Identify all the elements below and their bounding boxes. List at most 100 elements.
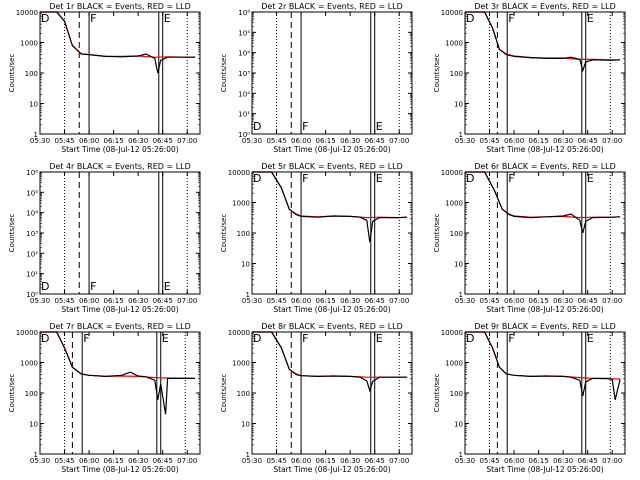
- series-line-events: [40, 11, 196, 74]
- y-tick-label: 10⁰: [238, 131, 250, 139]
- x-tick-label: 06:30: [553, 137, 573, 145]
- chart-title: Det 2r BLACK = Events, RED = LLD: [261, 2, 403, 11]
- y-axis-label: Counts/sec: [8, 374, 16, 413]
- x-tick-label: 06:15: [529, 137, 549, 145]
- plot-frame: [251, 171, 413, 295]
- x-tick-label: 06:45: [153, 457, 173, 465]
- x-axis-label: Start Time (08-Jul-12 05:26:00): [486, 145, 603, 154]
- marker-label-e: E: [376, 332, 383, 345]
- plot-frame: [39, 11, 201, 135]
- x-tick-label: 06:00: [79, 137, 99, 145]
- x-tick-label: 06:15: [104, 457, 124, 465]
- marker-label-e: E: [587, 12, 594, 25]
- marker-label-e: E: [587, 332, 594, 345]
- y-tick-label: 100: [450, 70, 463, 78]
- y-tick-label: 10: [29, 101, 38, 109]
- x-axis-label: Start Time (08-Jul-12 05:26:00): [61, 145, 178, 154]
- x-tick-label: 05:45: [266, 297, 286, 305]
- y-tick-label: 10¹: [26, 271, 38, 279]
- plot-frame: [39, 171, 201, 295]
- y-tick-label: 10²: [26, 250, 38, 258]
- y-tick-label: 10³: [238, 70, 250, 78]
- x-tick-label: 06:15: [316, 297, 336, 305]
- x-tick-label: 06:00: [79, 457, 99, 465]
- plot-frame: [464, 171, 626, 295]
- x-tick-label: 06:30: [553, 297, 573, 305]
- y-tick-label: 1000: [445, 200, 463, 208]
- y-tick-label: 1000: [445, 360, 463, 368]
- y-tick-label: 1000: [232, 360, 250, 368]
- plot-frame: [251, 11, 413, 135]
- y-tick-label: 10⁶: [238, 9, 250, 17]
- x-tick-label: 05:45: [54, 457, 74, 465]
- marker-label-e: E: [164, 280, 171, 293]
- y-tick-label: 10000: [441, 9, 463, 17]
- y-axis-label: Counts/sec: [433, 214, 441, 253]
- x-tick-label: 07:00: [602, 457, 622, 465]
- x-axis-label: Start Time (08-Jul-12 05:26:00): [486, 305, 603, 314]
- y-tick-label: 1000: [20, 40, 38, 48]
- x-tick-label: 06:45: [153, 297, 173, 305]
- y-tick-label: 10: [241, 261, 250, 269]
- chart-panel-7r: Det 7r BLACK = Events, RED = LLD 1 10 100 10…: [8, 322, 201, 474]
- y-tick-label: 10⁵: [238, 29, 250, 37]
- plot-frame: [464, 331, 626, 455]
- x-tick-label: 06:45: [153, 137, 173, 145]
- x-tick-label: 05:30: [455, 457, 475, 465]
- y-axis-label: Counts/sec: [220, 214, 228, 253]
- x-tick-label: 07:00: [177, 457, 197, 465]
- plot-frame: [464, 11, 626, 135]
- marker-label-f: F: [83, 332, 89, 345]
- y-tick-label: 10⁴: [26, 210, 38, 218]
- x-tick-label: 07:00: [177, 137, 197, 145]
- marker-label-d: D: [466, 12, 474, 25]
- x-tick-label: 06:00: [504, 457, 524, 465]
- x-axis-label: Start Time (08-Jul-12 05:26:00): [273, 465, 390, 474]
- y-tick-label: 100: [450, 390, 463, 398]
- chart-panel-5r: Det 5r BLACK = Events, RED = LLD 1 10 100 10…: [220, 162, 413, 314]
- y-tick-label: 1000: [20, 360, 38, 368]
- chart-panel-1r: Det 1r BLACK = Events, RED = LLD 1 10 100 10…: [8, 2, 201, 154]
- chart-title: Det 5r BLACK = Events, RED = LLD: [261, 162, 403, 171]
- series-line-events: [252, 171, 408, 243]
- chart-panel-3r: Det 3r BLACK = Events, RED = LLD 1 10 100 10…: [433, 2, 626, 154]
- x-tick-label: 05:45: [479, 137, 499, 145]
- y-tick-label: 100: [450, 230, 463, 238]
- marker-label-e: E: [162, 332, 169, 345]
- chart-title: Det 1r BLACK = Events, RED = LLD: [49, 2, 191, 11]
- x-tick-label: 06:15: [316, 457, 336, 465]
- y-tick-label: 10000: [441, 169, 463, 177]
- y-tick-label: 100: [25, 390, 38, 398]
- x-axis-label: Start Time (08-Jul-12 05:26:00): [486, 465, 603, 474]
- marker-label-d: D: [41, 280, 49, 293]
- x-tick-label: 06:00: [291, 297, 311, 305]
- y-axis-label: Counts/sec: [433, 54, 441, 93]
- x-tick-label: 07:00: [602, 297, 622, 305]
- y-tick-label: 10¹: [238, 111, 250, 119]
- y-tick-label: 10⁶: [26, 169, 38, 177]
- y-tick-label: 1: [459, 451, 463, 459]
- x-tick-label: 05:30: [30, 137, 50, 145]
- chart-panel-2r: Det 2r BLACK = Events, RED = LLD 10⁰ 10¹ 10…: [220, 2, 413, 154]
- y-axis-label: Counts/sec: [8, 54, 16, 93]
- x-tick-label: 07:00: [602, 137, 622, 145]
- marker-label-e: E: [164, 12, 171, 25]
- x-tick-label: 06:15: [104, 297, 124, 305]
- y-tick-label: 10⁰: [26, 291, 38, 299]
- y-tick-label: 1: [34, 131, 38, 139]
- y-tick-label: 1: [246, 451, 250, 459]
- chart-title: Det 9r BLACK = Events, RED = LLD: [474, 322, 616, 331]
- x-tick-label: 05:45: [266, 457, 286, 465]
- chart-panel-8r: Det 8r BLACK = Events, RED = LLD 1 10 100 10…: [220, 322, 413, 474]
- marker-label-f: F: [302, 332, 308, 345]
- x-tick-label: 05:30: [455, 137, 475, 145]
- chart-panel-9r: Det 9r BLACK = Events, RED = LLD 1 10 100 10…: [433, 322, 626, 474]
- x-tick-label: 06:45: [578, 297, 598, 305]
- x-tick-label: 06:30: [128, 137, 148, 145]
- marker-label-d: D: [466, 172, 474, 185]
- x-tick-label: 06:30: [128, 297, 148, 305]
- chart-title: Det 8r BLACK = Events, RED = LLD: [261, 322, 403, 331]
- y-tick-label: 1: [459, 291, 463, 299]
- y-tick-label: 10⁴: [238, 50, 250, 58]
